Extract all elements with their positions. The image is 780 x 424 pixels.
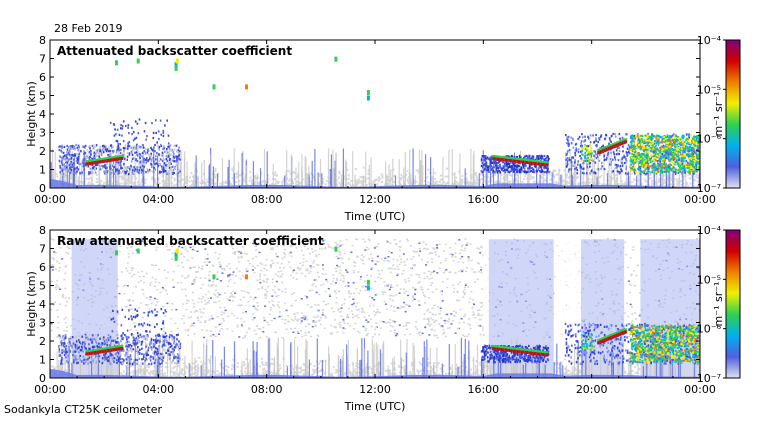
y-tick-label: 3	[39, 127, 46, 140]
x-tick-label: 00:00	[34, 383, 66, 396]
x-tick-label: 08:00	[251, 383, 283, 396]
colorbar-top: 10⁻⁴10⁻⁵10⁻⁶10⁻⁷m⁻¹ sr⁻¹	[697, 34, 740, 195]
panel-title: Attenuated backscatter coefficient	[57, 44, 292, 58]
panel-title: Raw attenuated backscatter coefficient	[57, 234, 324, 248]
y-tick-label: 5	[39, 280, 46, 293]
x-tick-label: 00:00	[34, 193, 66, 206]
x-tick-label: 12:00	[359, 383, 391, 396]
colorbar-tick-label: 10⁻⁴	[697, 34, 722, 47]
x-tick-label: 08:00	[251, 193, 283, 206]
y-tick-label: 5	[39, 90, 46, 103]
x-axis-label: Time (UTC)	[344, 400, 406, 413]
colorbar-unit-label: m⁻¹ sr⁻¹	[712, 282, 725, 327]
x-tick-label: 20:00	[576, 193, 608, 206]
y-tick-label: 6	[39, 261, 46, 274]
x-tick-label: 12:00	[359, 193, 391, 206]
colorbar-tick-label: 10⁻⁷	[697, 182, 721, 195]
colorbar-tick-label: 10⁻⁷	[697, 372, 721, 385]
y-axis-label: Height (km)	[25, 271, 38, 337]
colorbar-gradient	[726, 230, 740, 378]
x-axis-label: Time (UTC)	[344, 210, 406, 223]
colorbar-unit-label: m⁻¹ sr⁻¹	[712, 92, 725, 137]
x-tick-label: 16:00	[467, 383, 499, 396]
y-tick-label: 8	[39, 34, 46, 47]
y-tick-label: 1	[39, 164, 46, 177]
x-tick-label: 04:00	[142, 383, 174, 396]
y-tick-label: 8	[39, 224, 46, 237]
y-tick-label: 4	[39, 298, 46, 311]
instrument-label: Sodankyla CT25K ceilometer	[4, 403, 163, 416]
y-axis-label: Height (km)	[25, 81, 38, 147]
colorbar-tick-label: 10⁻⁴	[697, 224, 722, 237]
y-tick-label: 1	[39, 354, 46, 367]
y-tick-label: 4	[39, 108, 46, 121]
y-tick-label: 7	[39, 243, 46, 256]
y-tick-label: 6	[39, 71, 46, 84]
y-tick-label: 7	[39, 53, 46, 66]
y-tick-label: 2	[39, 145, 46, 158]
date-label: 28 Feb 2019	[54, 22, 122, 35]
colorbar-gradient	[726, 40, 740, 188]
colorbar-bottom: 10⁻⁴10⁻⁵10⁻⁶10⁻⁷m⁻¹ sr⁻¹	[697, 224, 740, 385]
x-tick-label: 20:00	[576, 383, 608, 396]
x-tick-label: 04:00	[142, 193, 174, 206]
y-tick-label: 3	[39, 317, 46, 330]
x-tick-label: 16:00	[467, 193, 499, 206]
y-tick-label: 2	[39, 335, 46, 348]
